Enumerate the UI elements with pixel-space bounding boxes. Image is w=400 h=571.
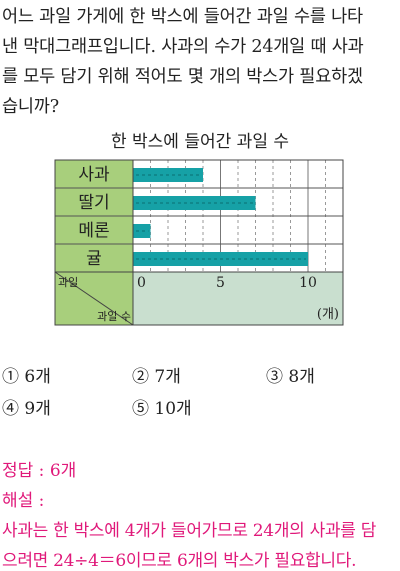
choice-number: ④ — [2, 399, 19, 419]
corner-diagonal — [54, 271, 134, 326]
tick-label: 10 — [299, 275, 317, 291]
category-label: 귤 — [86, 249, 102, 269]
bar-3 — [133, 224, 151, 238]
choice-number: ① — [2, 367, 19, 387]
question-line: 어느 과일 가게에 한 박스에 들어간 과일 수를 나타 — [2, 7, 363, 27]
corner-top-label: 과일 — [58, 275, 78, 289]
answer-label: 정답 : 6개 — [2, 461, 77, 481]
choice-text: 8개 — [288, 367, 315, 387]
explanation-line: 으려면 24÷4＝6이므로 6개의 박스가 필요합니다. — [2, 551, 357, 571]
category-label: 사과 — [78, 165, 110, 185]
choice-5[interactable]: ⑤ 10개 — [132, 394, 192, 419]
question-line: 낸 막대그래프입니다. 사과의 수가 24개일 때 사과 — [2, 37, 364, 57]
choice-text: 9개 — [24, 399, 51, 419]
question-line: 습니까? — [2, 97, 59, 117]
chart-title: 한 박스에 들어간 과일 수 — [110, 132, 289, 152]
tick-label: 5 — [216, 275, 225, 291]
explanation-label: 해설 : — [2, 491, 45, 511]
choice-number: ⑤ — [132, 399, 149, 419]
choice-1[interactable]: ① 6개 — [2, 362, 51, 387]
explanation-line: 사과는 한 박스에 4개가 들어가므로 24개의 사과를 담 — [2, 521, 377, 541]
choice-text: 10개 — [154, 399, 192, 419]
category-label: 메론 — [78, 221, 109, 241]
tick-label: 0 — [137, 275, 146, 291]
bar-2 — [133, 196, 256, 210]
choice-2[interactable]: ② 7개 — [132, 362, 181, 387]
corner-bottom-label: 과일 수 — [97, 309, 131, 323]
unit-label: (개) — [317, 307, 339, 322]
question-text: 어느 과일 가게에 한 박스에 들어간 과일 수를 나타 낸 막대그래프입니다.… — [2, 2, 400, 122]
choice-number: ③ — [266, 367, 283, 387]
choice-text: 7개 — [154, 367, 181, 387]
choice-4[interactable]: ④ 9개 — [2, 394, 51, 419]
axis-row — [133, 272, 343, 325]
choice-number: ② — [132, 367, 149, 387]
choice-text: 6개 — [24, 367, 51, 387]
choice-3[interactable]: ③ 8개 — [266, 362, 315, 387]
question-line: 를 모두 담기 위해 적어도 몇 개의 박스가 필요하겠 — [2, 67, 363, 87]
category-label: 딸기 — [78, 193, 109, 213]
chart-border — [54, 159, 344, 326]
